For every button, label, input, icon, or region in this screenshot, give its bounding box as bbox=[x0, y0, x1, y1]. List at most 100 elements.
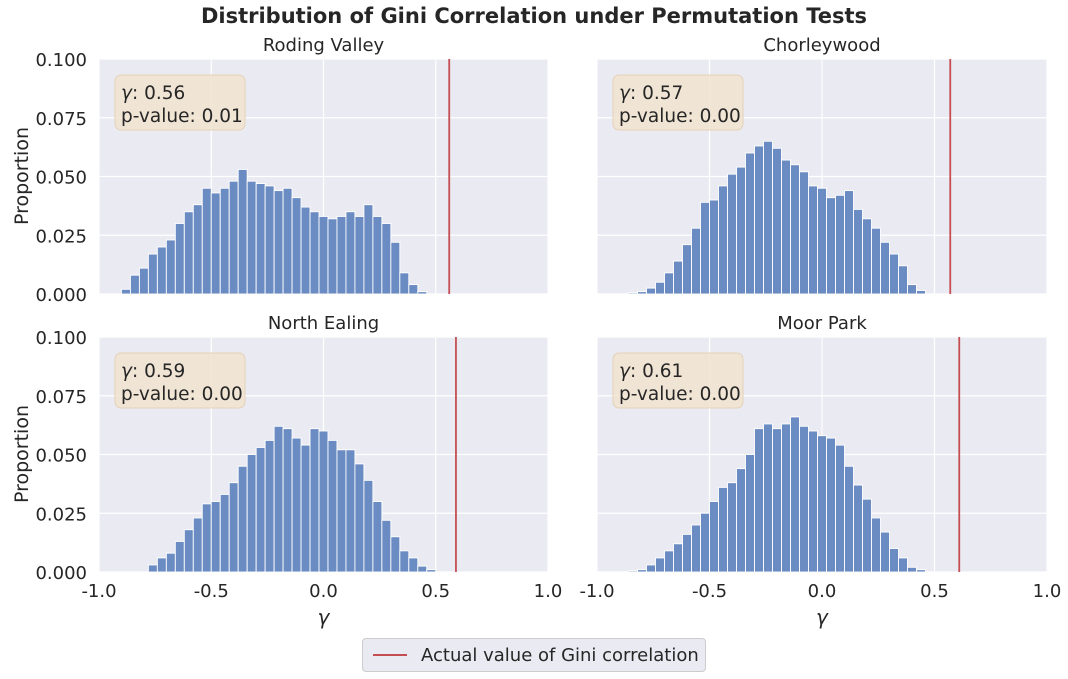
panel-title-north-ealing: North Ealing bbox=[267, 313, 380, 334]
histogram-bar bbox=[363, 479, 374, 573]
histogram-bar bbox=[628, 570, 638, 573]
histogram-bar bbox=[664, 550, 674, 573]
histogram-bar bbox=[898, 265, 908, 295]
histogram-bar bbox=[147, 253, 158, 295]
x-tick-label: 0.0 bbox=[309, 581, 338, 602]
histogram-bar bbox=[718, 185, 728, 295]
histogram-bar bbox=[907, 284, 917, 295]
y-tick-label: 0.050 bbox=[35, 446, 87, 467]
annotation-gamma-value: : 0.57 bbox=[630, 83, 683, 104]
histogram-bar bbox=[790, 416, 800, 573]
histogram-bar bbox=[790, 164, 800, 295]
histogram-bar bbox=[691, 227, 701, 295]
histogram-bar bbox=[889, 253, 899, 295]
histogram-bar bbox=[372, 501, 383, 573]
plot-area-chorleywood bbox=[597, 59, 1047, 294]
annotation-box bbox=[114, 352, 246, 409]
histogram-bar bbox=[291, 197, 302, 295]
histogram-bar bbox=[655, 281, 665, 295]
x-tick-label: 1.0 bbox=[534, 581, 563, 602]
annotation-gamma: γ: 0.56 bbox=[121, 83, 185, 104]
histogram-bar bbox=[754, 145, 764, 295]
histogram-bar bbox=[192, 204, 203, 295]
histogram-bar bbox=[183, 529, 194, 573]
histogram-bar bbox=[772, 147, 782, 295]
annotation-gamma-value: : 0.61 bbox=[630, 361, 683, 382]
histogram-bar bbox=[399, 272, 410, 295]
histogram-bar bbox=[817, 187, 827, 295]
gamma-symbol: γ bbox=[121, 83, 133, 104]
annotation-p-value: p-value: 0.00 bbox=[121, 384, 243, 405]
histogram-bar bbox=[763, 140, 773, 295]
histogram-bar bbox=[907, 566, 917, 573]
histogram-bar bbox=[781, 423, 791, 573]
histogram-bar bbox=[345, 211, 356, 295]
histogram-bar bbox=[129, 274, 140, 295]
histogram-bar bbox=[309, 211, 320, 295]
histogram-bar bbox=[835, 194, 845, 295]
histogram-bar bbox=[201, 187, 212, 295]
histogram-bar bbox=[808, 185, 818, 295]
y-tick-label: 0.050 bbox=[35, 168, 87, 189]
histogram-bar bbox=[237, 465, 248, 573]
histogram-bar bbox=[282, 428, 293, 573]
histogram-bar bbox=[309, 428, 320, 573]
annotation-box bbox=[612, 74, 744, 131]
histogram-bar bbox=[390, 536, 401, 573]
annotation-p-value: p-value: 0.01 bbox=[121, 106, 243, 127]
histogram-bar bbox=[898, 557, 908, 573]
histogram-bar bbox=[673, 543, 683, 573]
histogram-bar bbox=[844, 465, 854, 573]
plot-area-moor-park bbox=[597, 337, 1047, 572]
xlabel-moor-park: γ bbox=[816, 605, 828, 629]
histogram-bar bbox=[327, 439, 338, 573]
histogram-bar bbox=[228, 180, 239, 295]
histogram-bar bbox=[147, 564, 158, 573]
histogram-bar bbox=[219, 494, 230, 573]
x-tick-label: -1.0 bbox=[579, 581, 614, 602]
xlabel-north-ealing: γ bbox=[317, 605, 330, 629]
histogram-bar bbox=[736, 468, 746, 573]
histogram-bar bbox=[120, 288, 131, 295]
legend: Actual value of Gini correlation bbox=[362, 638, 706, 672]
histogram-bar bbox=[273, 190, 284, 295]
histogram-bar bbox=[727, 482, 737, 573]
histogram-bar bbox=[408, 557, 419, 573]
annotation-p-value: p-value: 0.00 bbox=[619, 106, 741, 127]
annotation-p-value: p-value: 0.00 bbox=[619, 384, 741, 405]
histogram-bar bbox=[282, 187, 293, 295]
y-tick-label: 0.100 bbox=[35, 50, 87, 71]
y-tick-label: 0.100 bbox=[35, 328, 87, 349]
histogram-bar bbox=[210, 192, 221, 295]
histogram-bar bbox=[408, 284, 419, 295]
histogram-bar bbox=[862, 498, 872, 573]
histogram-bar bbox=[417, 291, 428, 295]
histogram-bar bbox=[646, 287, 656, 295]
histogram-bar bbox=[174, 223, 185, 295]
histogram-bar bbox=[417, 565, 428, 573]
histogram-bar bbox=[709, 501, 719, 573]
histogram-bar bbox=[880, 531, 890, 573]
histogram-bar bbox=[192, 517, 203, 573]
histogram-bar bbox=[165, 552, 176, 573]
histogram-bar bbox=[390, 241, 401, 295]
panel-title-chorleywood: Chorleywood bbox=[763, 35, 881, 56]
annotation-gamma-value: : 0.56 bbox=[132, 83, 185, 104]
annotation-gamma: γ: 0.59 bbox=[121, 361, 185, 382]
histogram-bar bbox=[862, 218, 872, 295]
ylabel-roding-valley: Proportion bbox=[11, 126, 33, 225]
panel-title-roding-valley: Roding Valley bbox=[262, 35, 385, 56]
histogram-bar bbox=[826, 437, 836, 573]
y-tick-label: 0.025 bbox=[35, 226, 87, 247]
histogram-bar bbox=[772, 428, 782, 573]
histogram-bar bbox=[291, 437, 302, 573]
histogram-bar bbox=[336, 215, 347, 295]
histogram-bar bbox=[156, 246, 167, 295]
histogram-bar bbox=[808, 430, 818, 573]
histogram-bar bbox=[691, 524, 701, 573]
histogram-bar bbox=[273, 425, 284, 573]
x-tick-label: -0.5 bbox=[692, 581, 727, 602]
histogram-bar bbox=[871, 227, 881, 295]
